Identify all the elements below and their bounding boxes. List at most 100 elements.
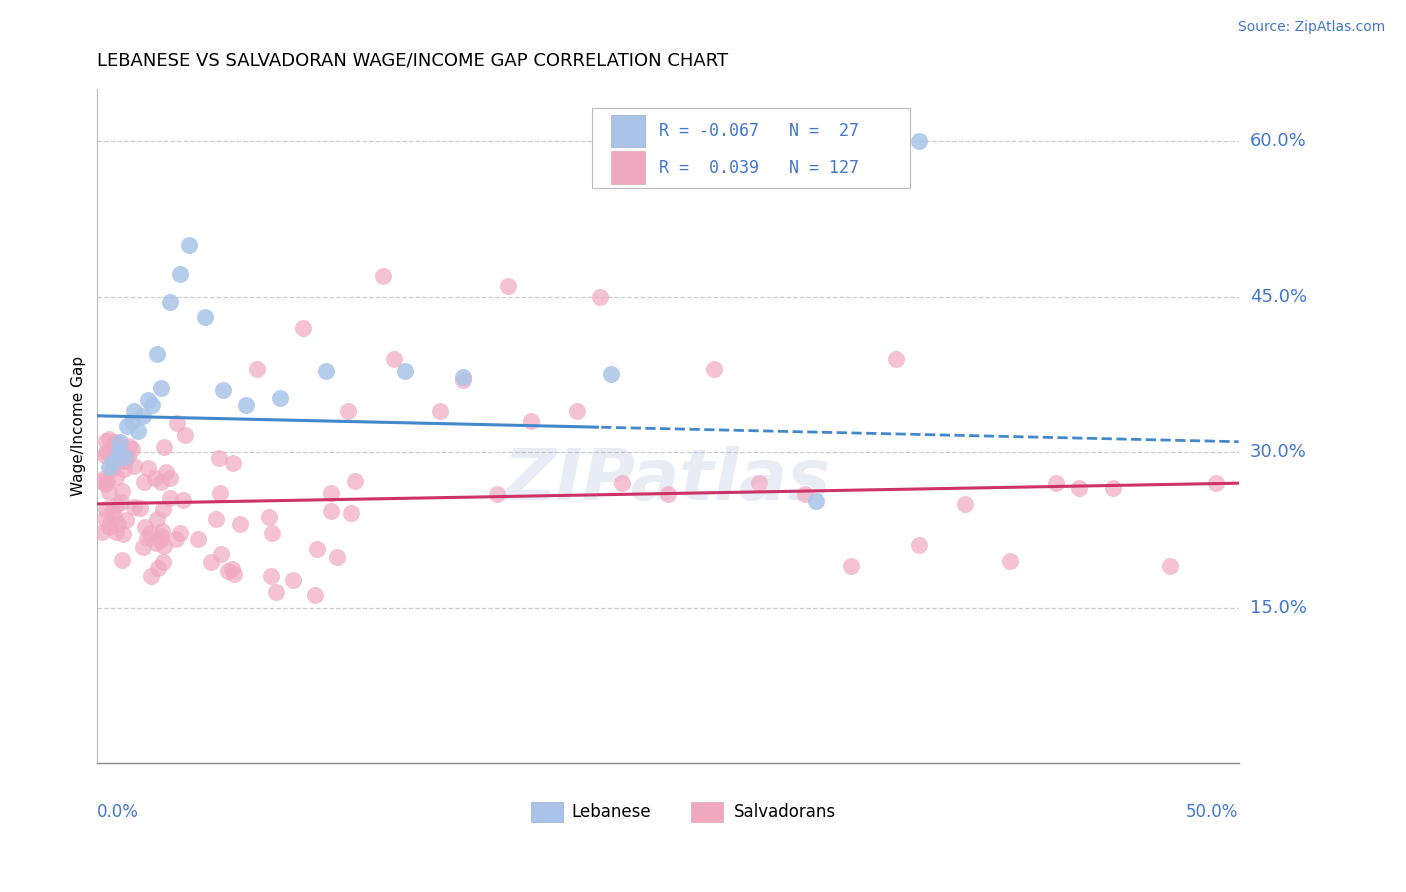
Point bbox=[153, 539, 176, 553]
Point bbox=[1000, 554, 1022, 568]
Point bbox=[257, 510, 280, 524]
Point bbox=[340, 506, 363, 520]
Point bbox=[150, 524, 173, 538]
Point bbox=[121, 414, 143, 428]
Point bbox=[112, 526, 135, 541]
Point bbox=[143, 471, 166, 485]
Point bbox=[129, 500, 152, 515]
Text: Salvadorans: Salvadorans bbox=[734, 803, 837, 822]
Point bbox=[139, 525, 162, 540]
Point bbox=[205, 512, 228, 526]
Point bbox=[194, 310, 217, 325]
Point bbox=[132, 409, 155, 423]
Point bbox=[1102, 481, 1125, 495]
Point bbox=[146, 512, 169, 526]
Point bbox=[104, 498, 127, 512]
Point bbox=[588, 290, 610, 304]
Point bbox=[1205, 476, 1227, 491]
Point bbox=[337, 403, 360, 417]
Text: R =  0.039   N = 127: R = 0.039 N = 127 bbox=[659, 159, 859, 177]
Point bbox=[229, 516, 252, 531]
Point bbox=[104, 470, 127, 484]
Point bbox=[806, 493, 828, 508]
Point bbox=[612, 476, 634, 491]
Point bbox=[152, 502, 174, 516]
Point bbox=[97, 432, 120, 446]
Point bbox=[326, 550, 349, 565]
Point bbox=[122, 459, 145, 474]
Text: 0.0%: 0.0% bbox=[97, 804, 139, 822]
Point bbox=[371, 268, 394, 283]
Point bbox=[382, 351, 405, 366]
Point bbox=[321, 504, 343, 518]
Point bbox=[100, 504, 122, 518]
Point bbox=[150, 475, 173, 489]
Point bbox=[94, 502, 117, 516]
Point bbox=[159, 471, 181, 485]
Point bbox=[94, 448, 117, 462]
Point bbox=[97, 520, 120, 534]
Text: R = -0.067   N =  27: R = -0.067 N = 27 bbox=[659, 122, 859, 140]
Point bbox=[96, 475, 118, 490]
Point bbox=[115, 419, 138, 434]
Point bbox=[114, 450, 136, 465]
Point bbox=[104, 525, 127, 540]
Point bbox=[98, 444, 121, 458]
Point bbox=[207, 451, 229, 466]
Point bbox=[117, 449, 139, 463]
FancyBboxPatch shape bbox=[612, 152, 645, 184]
Point bbox=[281, 573, 304, 587]
FancyBboxPatch shape bbox=[612, 115, 645, 147]
Point bbox=[141, 399, 163, 413]
Point bbox=[114, 453, 136, 467]
Point bbox=[132, 540, 155, 554]
Point bbox=[101, 462, 124, 476]
Point bbox=[174, 428, 197, 442]
Point bbox=[117, 438, 139, 452]
FancyBboxPatch shape bbox=[592, 108, 910, 188]
Text: ZIPatlas: ZIPatlas bbox=[505, 446, 832, 515]
Point bbox=[307, 542, 329, 557]
Point bbox=[304, 588, 326, 602]
Y-axis label: Wage/Income Gap: Wage/Income Gap bbox=[72, 356, 86, 496]
Point bbox=[166, 416, 188, 430]
Point bbox=[657, 486, 679, 500]
Point bbox=[884, 351, 907, 366]
Point bbox=[1045, 476, 1067, 491]
Point bbox=[222, 566, 245, 581]
Point bbox=[520, 414, 543, 428]
Point bbox=[264, 585, 287, 599]
Point bbox=[496, 279, 519, 293]
Point bbox=[108, 438, 131, 452]
Point bbox=[187, 532, 209, 546]
Point bbox=[150, 381, 173, 395]
Point bbox=[794, 486, 817, 500]
Point bbox=[108, 434, 131, 449]
Point bbox=[110, 495, 132, 509]
Point bbox=[111, 553, 134, 567]
Point bbox=[107, 449, 129, 463]
Point bbox=[908, 538, 931, 552]
Point bbox=[703, 362, 725, 376]
Text: LEBANESE VS SALVADORAN WAGE/INCOME GAP CORRELATION CHART: LEBANESE VS SALVADORAN WAGE/INCOME GAP C… bbox=[97, 51, 728, 69]
Point bbox=[141, 568, 163, 582]
Text: 50.0%: 50.0% bbox=[1187, 804, 1239, 822]
Point bbox=[103, 508, 125, 523]
Point bbox=[149, 533, 172, 547]
Point bbox=[169, 526, 191, 541]
Point bbox=[97, 459, 120, 474]
Point bbox=[132, 475, 155, 489]
Point bbox=[146, 561, 169, 575]
Point bbox=[145, 346, 167, 360]
Point bbox=[159, 294, 181, 309]
Point bbox=[565, 403, 588, 417]
Point bbox=[103, 450, 125, 464]
FancyBboxPatch shape bbox=[690, 802, 723, 822]
Point bbox=[209, 547, 232, 561]
Point bbox=[172, 493, 194, 508]
Point bbox=[748, 476, 770, 491]
Point bbox=[269, 391, 291, 405]
Point bbox=[1159, 559, 1181, 574]
Point bbox=[451, 370, 474, 384]
Point bbox=[246, 362, 269, 376]
